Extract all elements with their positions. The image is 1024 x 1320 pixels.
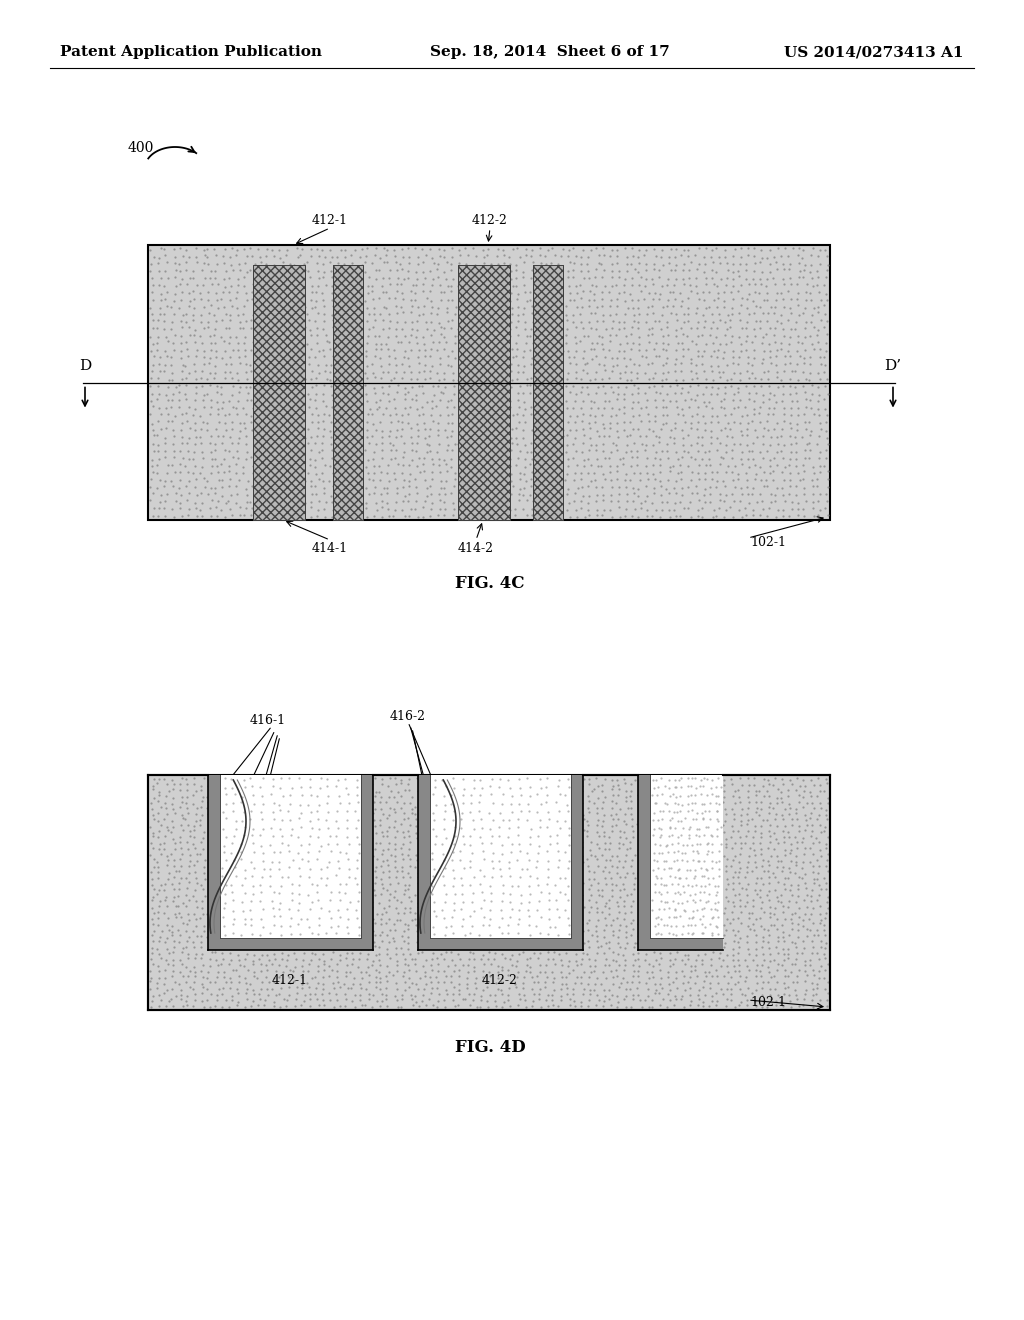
Text: 102-1: 102-1 — [750, 997, 786, 1010]
Bar — [638, 939, 723, 950]
Text: FIG. 4D: FIG. 4D — [455, 1040, 525, 1056]
Text: 412-2: 412-2 — [482, 974, 518, 986]
Bar — [650, 775, 723, 939]
Bar — [418, 775, 430, 950]
Bar — [571, 775, 583, 950]
Bar — [458, 265, 510, 520]
Bar — [361, 775, 373, 950]
Text: 412-1: 412-1 — [312, 214, 348, 227]
Text: 414-1: 414-1 — [312, 541, 348, 554]
Bar — [208, 775, 373, 950]
Text: 416-1: 416-1 — [250, 714, 286, 726]
Bar — [333, 265, 362, 520]
Bar — [430, 775, 571, 939]
Text: 412-1: 412-1 — [272, 974, 308, 986]
Text: D: D — [79, 359, 91, 372]
Text: FIG. 4C: FIG. 4C — [456, 574, 524, 591]
Bar — [148, 246, 830, 520]
Text: US 2014/0273413 A1: US 2014/0273413 A1 — [784, 45, 964, 59]
Bar — [534, 265, 563, 520]
Bar — [534, 265, 563, 520]
Bar — [220, 775, 361, 939]
Text: 416-2: 416-2 — [390, 710, 426, 722]
Text: Sep. 18, 2014  Sheet 6 of 17: Sep. 18, 2014 Sheet 6 of 17 — [430, 45, 670, 59]
Bar — [638, 775, 650, 950]
Bar — [148, 775, 830, 1010]
Text: Patent Application Publication: Patent Application Publication — [60, 45, 322, 59]
Bar — [638, 775, 723, 950]
Bar — [208, 939, 373, 950]
Bar — [418, 939, 583, 950]
Text: 412-2: 412-2 — [472, 214, 508, 227]
Text: D’: D’ — [885, 359, 901, 372]
Text: 414-2: 414-2 — [458, 541, 494, 554]
Bar — [333, 265, 362, 520]
Bar — [148, 744, 830, 1010]
Bar — [253, 265, 305, 520]
Bar — [418, 775, 583, 950]
Text: 102-1: 102-1 — [750, 536, 786, 549]
Bar — [208, 775, 220, 950]
Text: 400: 400 — [128, 141, 155, 154]
Bar — [253, 265, 305, 520]
Bar — [458, 265, 510, 520]
